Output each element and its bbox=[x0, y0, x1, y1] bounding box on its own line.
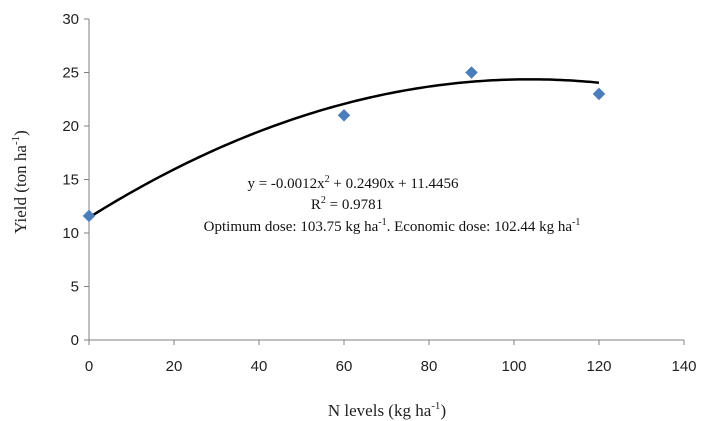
trend-equation: y = -0.0012x2 + 0.2490x + 11.4456 bbox=[247, 174, 459, 192]
x-tick-label: 80 bbox=[421, 358, 438, 375]
x-tick-label: 40 bbox=[251, 358, 268, 375]
trendline-layer bbox=[88, 78, 600, 219]
y-tick-label: 20 bbox=[62, 118, 79, 135]
y-tick-label: 10 bbox=[62, 225, 79, 242]
y-tick-label: 30 bbox=[62, 11, 79, 28]
x-tick-label: 20 bbox=[166, 358, 183, 375]
data-point bbox=[82, 209, 96, 223]
tick-labels: 0 5 10 15 20 25 30 0 20 40 60 80 100 120 140 bbox=[62, 11, 696, 375]
data-points bbox=[82, 66, 606, 223]
r-squared: R2 = 0.9781 bbox=[311, 195, 383, 213]
y-tick-label: 15 bbox=[62, 172, 79, 189]
x-tick-label: 60 bbox=[336, 358, 353, 375]
y-axis-title: Yield (ton ha-1) bbox=[10, 130, 30, 234]
trendline-curve bbox=[88, 78, 600, 219]
y-tick-label: 0 bbox=[71, 332, 79, 349]
x-tick-label: 140 bbox=[671, 358, 696, 375]
y-tick-label: 5 bbox=[71, 279, 79, 296]
x-axis-title: N levels (kg ha-1) bbox=[328, 400, 446, 420]
axes bbox=[84, 18, 685, 345]
y-tick-label: 25 bbox=[62, 65, 79, 82]
x-tick-label: 120 bbox=[586, 358, 611, 375]
data-point bbox=[592, 87, 606, 101]
data-point bbox=[465, 66, 478, 79]
x-tick-label: 0 bbox=[85, 358, 93, 375]
data-point bbox=[337, 108, 351, 122]
dose-note: Optimum dose: 103.75 kg ha-1. Economic d… bbox=[204, 217, 581, 235]
x-tick-label: 100 bbox=[501, 358, 526, 375]
